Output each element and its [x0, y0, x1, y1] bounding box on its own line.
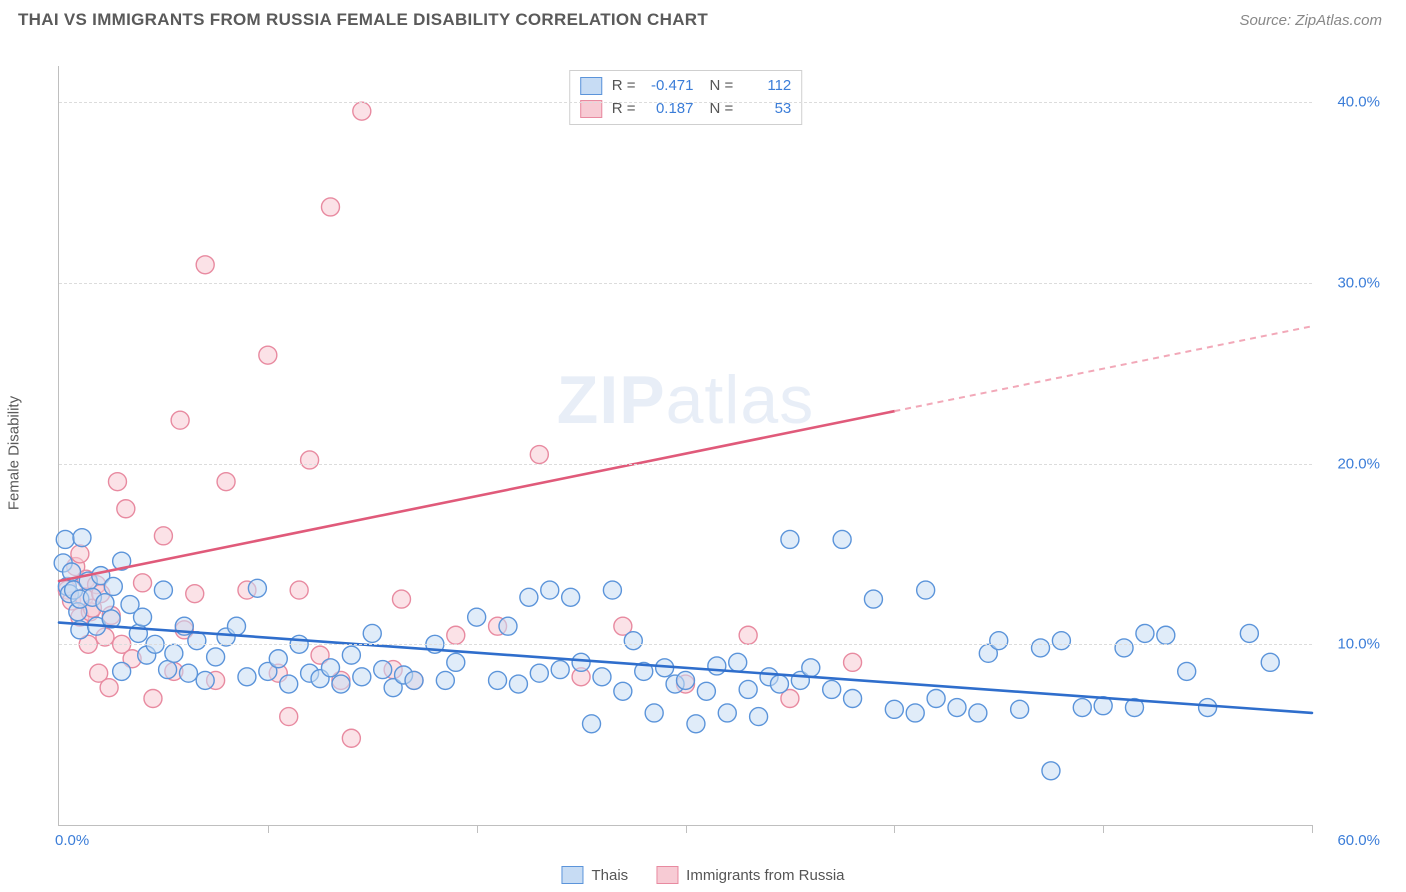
y-axis-label: Female Disability: [6, 396, 23, 510]
y-tick-label: 20.0%: [1320, 455, 1380, 472]
swatch-thais-icon: [561, 866, 583, 884]
page-title: THAI VS IMMIGRANTS FROM RUSSIA FEMALE DI…: [18, 10, 708, 30]
source-credit: Source: ZipAtlas.com: [1239, 12, 1382, 29]
legend-item-thais: Thais: [561, 866, 628, 884]
correlation-legend: R = -0.471 N = 112 R = 0.187 N = 53: [569, 70, 803, 125]
legend-row-thais: R = -0.471 N = 112: [580, 75, 792, 98]
series-legend: Thais Immigrants from Russia: [561, 866, 844, 884]
swatch-thais: [580, 77, 602, 95]
y-tick-label: 10.0%: [1320, 636, 1380, 653]
swatch-russia-icon: [656, 866, 678, 884]
x-end-label: 60.0%: [1320, 832, 1380, 849]
scatter-chart: Female Disability ZIPatlas R = -0.471 N …: [18, 50, 1382, 856]
legend-row-russia: R = 0.187 N = 53: [580, 98, 792, 121]
legend-item-russia: Immigrants from Russia: [656, 866, 844, 884]
y-tick-label: 40.0%: [1320, 94, 1380, 111]
x-origin-label: 0.0%: [55, 832, 89, 849]
plot-area: ZIPatlas R = -0.471 N = 112 R = 0.187 N …: [58, 66, 1312, 826]
y-tick-label: 30.0%: [1320, 274, 1380, 291]
